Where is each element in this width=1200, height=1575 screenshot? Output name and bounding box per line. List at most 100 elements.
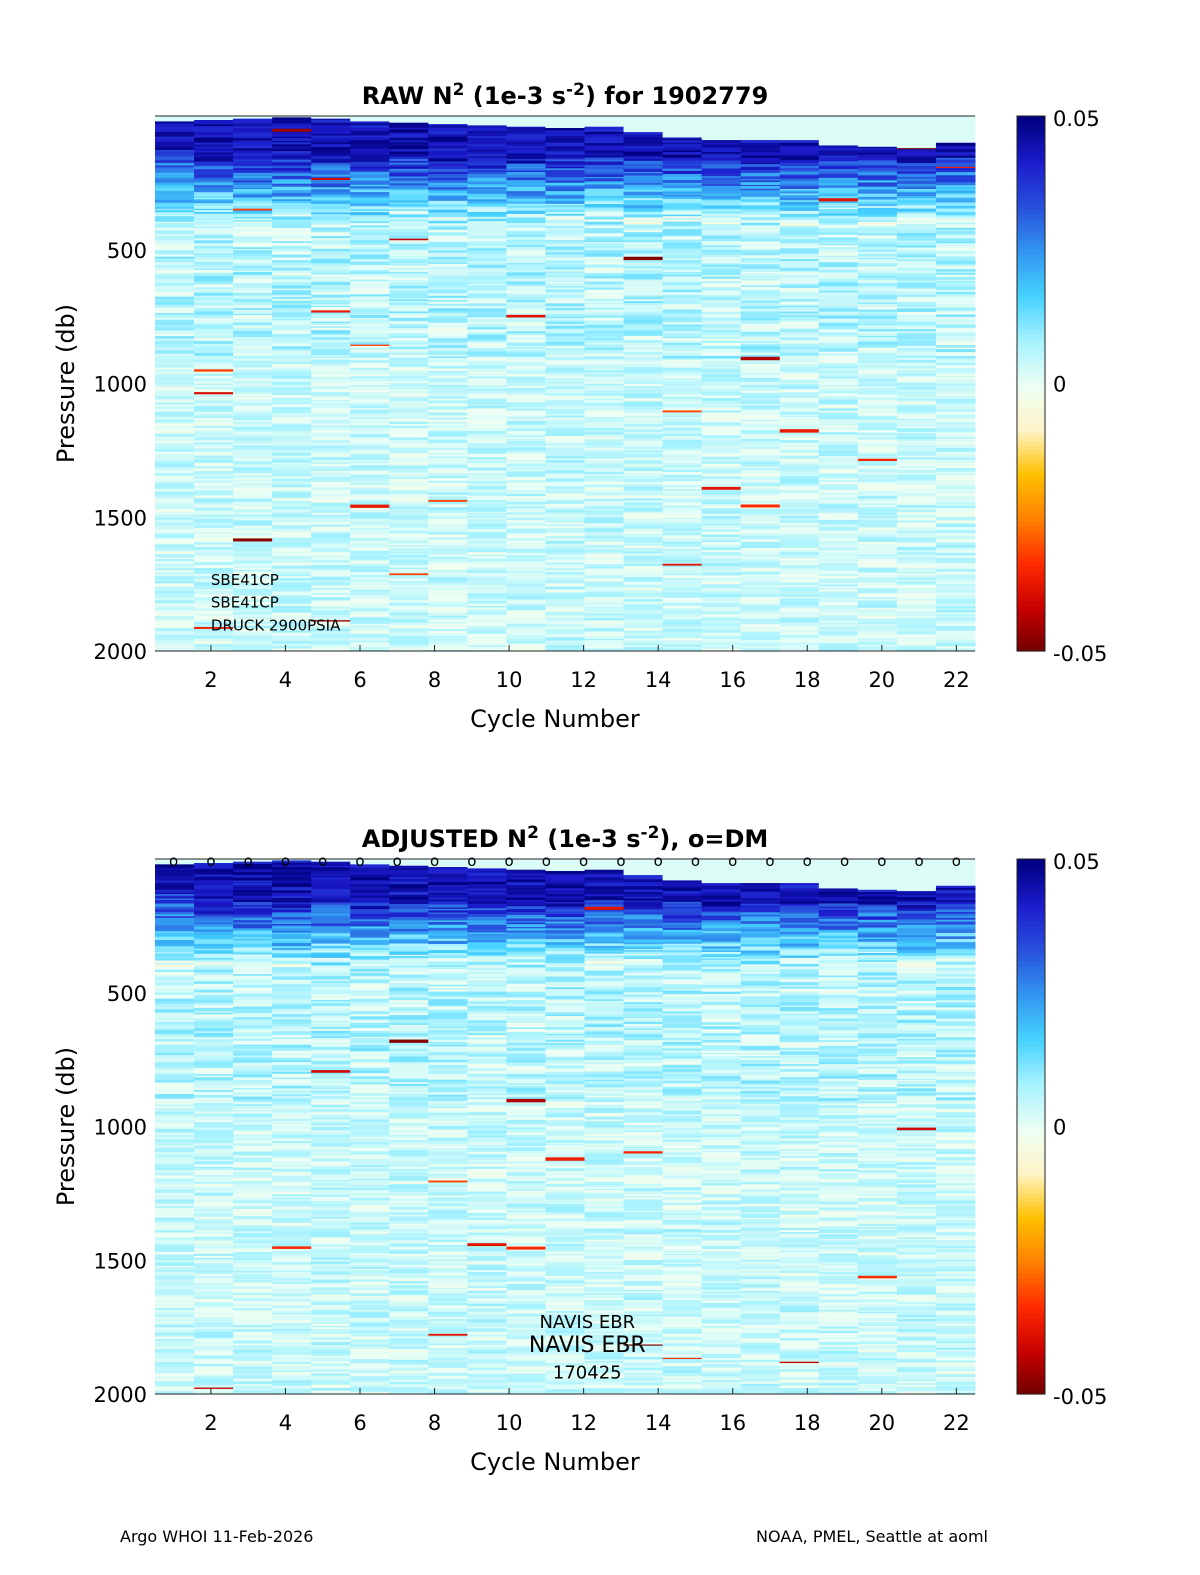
heatmap-cell xyxy=(741,326,781,330)
heatmap-cell xyxy=(545,621,585,625)
heatmap-cell xyxy=(389,116,429,123)
colorbar-segment xyxy=(1017,339,1045,344)
heatmap-cell xyxy=(663,361,703,365)
colorbar-segment xyxy=(1017,370,1045,375)
colorbar-segment xyxy=(1017,548,1045,553)
heatmap-cell xyxy=(311,641,351,645)
colorbar-segment xyxy=(1017,201,1045,206)
colorbar-segment xyxy=(1017,326,1045,331)
colorbar-segment xyxy=(1017,147,1045,152)
heatmap-cell xyxy=(858,370,898,374)
heatmap-cell xyxy=(624,287,664,291)
heatmap-cell xyxy=(272,331,312,335)
heatmap-cell xyxy=(467,445,507,449)
heatmap-cell xyxy=(585,295,625,299)
colorbar-segment xyxy=(1017,285,1045,290)
colorbar-segment xyxy=(1017,540,1045,545)
colorbar-segment xyxy=(1017,348,1045,353)
heatmap-cell xyxy=(741,578,781,582)
heatmap-cell xyxy=(155,350,195,354)
heatmap-cell xyxy=(155,514,195,518)
heatmap-cell xyxy=(428,577,468,581)
heatmap-cell xyxy=(936,231,976,235)
heatmap-cell xyxy=(897,157,937,161)
heatmap-cell xyxy=(155,396,195,400)
heatmap-cell xyxy=(897,277,937,281)
heatmap-cell xyxy=(780,268,820,272)
heatmap-cell xyxy=(506,150,546,154)
colorbar-segment xyxy=(1017,441,1045,446)
heatmap-cell xyxy=(624,270,664,274)
heatmap-cell xyxy=(428,461,468,465)
heatmap-cell xyxy=(155,576,195,580)
heatmap-cell xyxy=(741,357,781,361)
heatmap-cell xyxy=(545,116,585,128)
colorbar-segment xyxy=(1017,294,1045,299)
heatmap-cell xyxy=(467,596,507,600)
colorbar-segment xyxy=(1017,183,1045,188)
heatmap-cell xyxy=(467,622,507,626)
heatmap-cell xyxy=(585,520,625,524)
heatmap-cell xyxy=(545,228,585,232)
colorbar-segment xyxy=(1017,450,1045,455)
colorbar-segment xyxy=(1017,299,1045,304)
x-axis-label: Cycle Number xyxy=(470,705,640,733)
heatmap-cell xyxy=(936,517,976,521)
colorbar-segment xyxy=(1017,245,1045,250)
heatmap-cell xyxy=(936,434,976,438)
heatmap-cell xyxy=(233,128,273,132)
colorbar-segment xyxy=(1017,375,1045,380)
title-superscript: 2 xyxy=(453,80,465,100)
colorbar-segment xyxy=(1017,384,1045,389)
heatmap-cell xyxy=(311,506,351,510)
heatmap-cell xyxy=(545,431,585,435)
x-tick-label: 10 xyxy=(496,668,523,692)
heatmap-cell xyxy=(936,486,976,490)
colorbar-segment xyxy=(1017,473,1045,478)
colorbar-segment xyxy=(1017,499,1045,504)
heatmap-cell xyxy=(780,434,820,438)
heatmap-cell xyxy=(155,291,195,295)
heatmap-cell xyxy=(428,497,468,501)
heatmap-cell xyxy=(702,626,742,630)
heatmap-cell xyxy=(233,375,273,379)
heatmap-cell xyxy=(428,534,468,538)
heatmap-cell xyxy=(702,269,742,273)
colorbar-segment xyxy=(1017,343,1045,348)
colorbar-segment xyxy=(1017,334,1045,339)
heatmap-cell xyxy=(233,645,273,649)
colorbar-segment xyxy=(1017,468,1045,473)
heatmap-cell xyxy=(585,361,625,365)
heatmap-cell xyxy=(155,152,195,156)
heatmap-cell xyxy=(702,209,742,213)
heatmap-cell xyxy=(233,495,273,499)
colorbar-segment xyxy=(1017,272,1045,277)
heatmap-cell xyxy=(897,470,937,474)
heatmap-cell xyxy=(741,458,781,462)
x-tick-label: 2 xyxy=(204,668,217,692)
heatmap-cell xyxy=(350,262,390,266)
heatmap-cell xyxy=(936,386,976,390)
heatmap-cell xyxy=(741,280,781,284)
colorbar-segment xyxy=(1017,513,1045,518)
heatmap-cell xyxy=(194,116,234,120)
heatmap-cell xyxy=(467,116,507,125)
heatmap-cell xyxy=(467,308,507,312)
heatmap-cell xyxy=(585,512,625,516)
heatmap-cell xyxy=(272,470,312,474)
colorbar: 0.050-0.05 xyxy=(1017,107,1107,666)
heatmap-cell xyxy=(506,477,546,481)
colorbar-segment xyxy=(1017,321,1045,326)
colorbar-segment xyxy=(1017,361,1045,366)
colorbar-segment xyxy=(1017,557,1045,562)
heatmap-cell xyxy=(506,523,546,527)
heatmap-cell xyxy=(585,304,625,308)
colorbar-segment xyxy=(1017,205,1045,210)
colorbar-segment xyxy=(1017,392,1045,397)
heatmap-cell xyxy=(819,116,859,145)
heatmap-cell xyxy=(819,517,859,521)
heatmap-cell xyxy=(858,524,898,528)
colorbar-segment xyxy=(1017,410,1045,415)
title-superscript: -2 xyxy=(566,80,585,100)
